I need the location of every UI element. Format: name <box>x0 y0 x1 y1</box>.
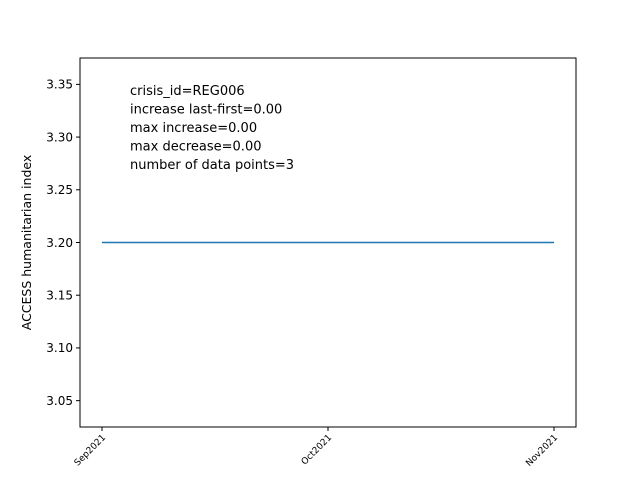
y-tick-label: 3.15 <box>46 289 73 303</box>
y-tick-label: 3.25 <box>46 183 73 197</box>
annotation-line: crisis_id=REG006 <box>130 84 245 99</box>
annotation-line: max increase=0.00 <box>130 121 257 136</box>
annotation-line: number of data points=3 <box>130 158 294 173</box>
y-tick-label: 3.05 <box>46 394 73 408</box>
annotation-line: max decrease=0.00 <box>130 140 262 155</box>
annotation-line: increase last-first=0.00 <box>130 103 282 118</box>
y-axis-label: ACCESS humanitarian index <box>19 155 34 331</box>
y-tick-label: 3.20 <box>46 236 73 250</box>
y-tick-label: 3.30 <box>46 130 73 144</box>
stats-annotation: crisis_id=REG006 increase last-first=0.00… <box>130 84 294 173</box>
y-axis: 3.05 3.10 3.15 3.20 3.25 3.30 3.35 <box>46 78 80 408</box>
y-tick-label: 3.10 <box>46 341 73 355</box>
y-tick-label: 3.35 <box>46 78 73 92</box>
